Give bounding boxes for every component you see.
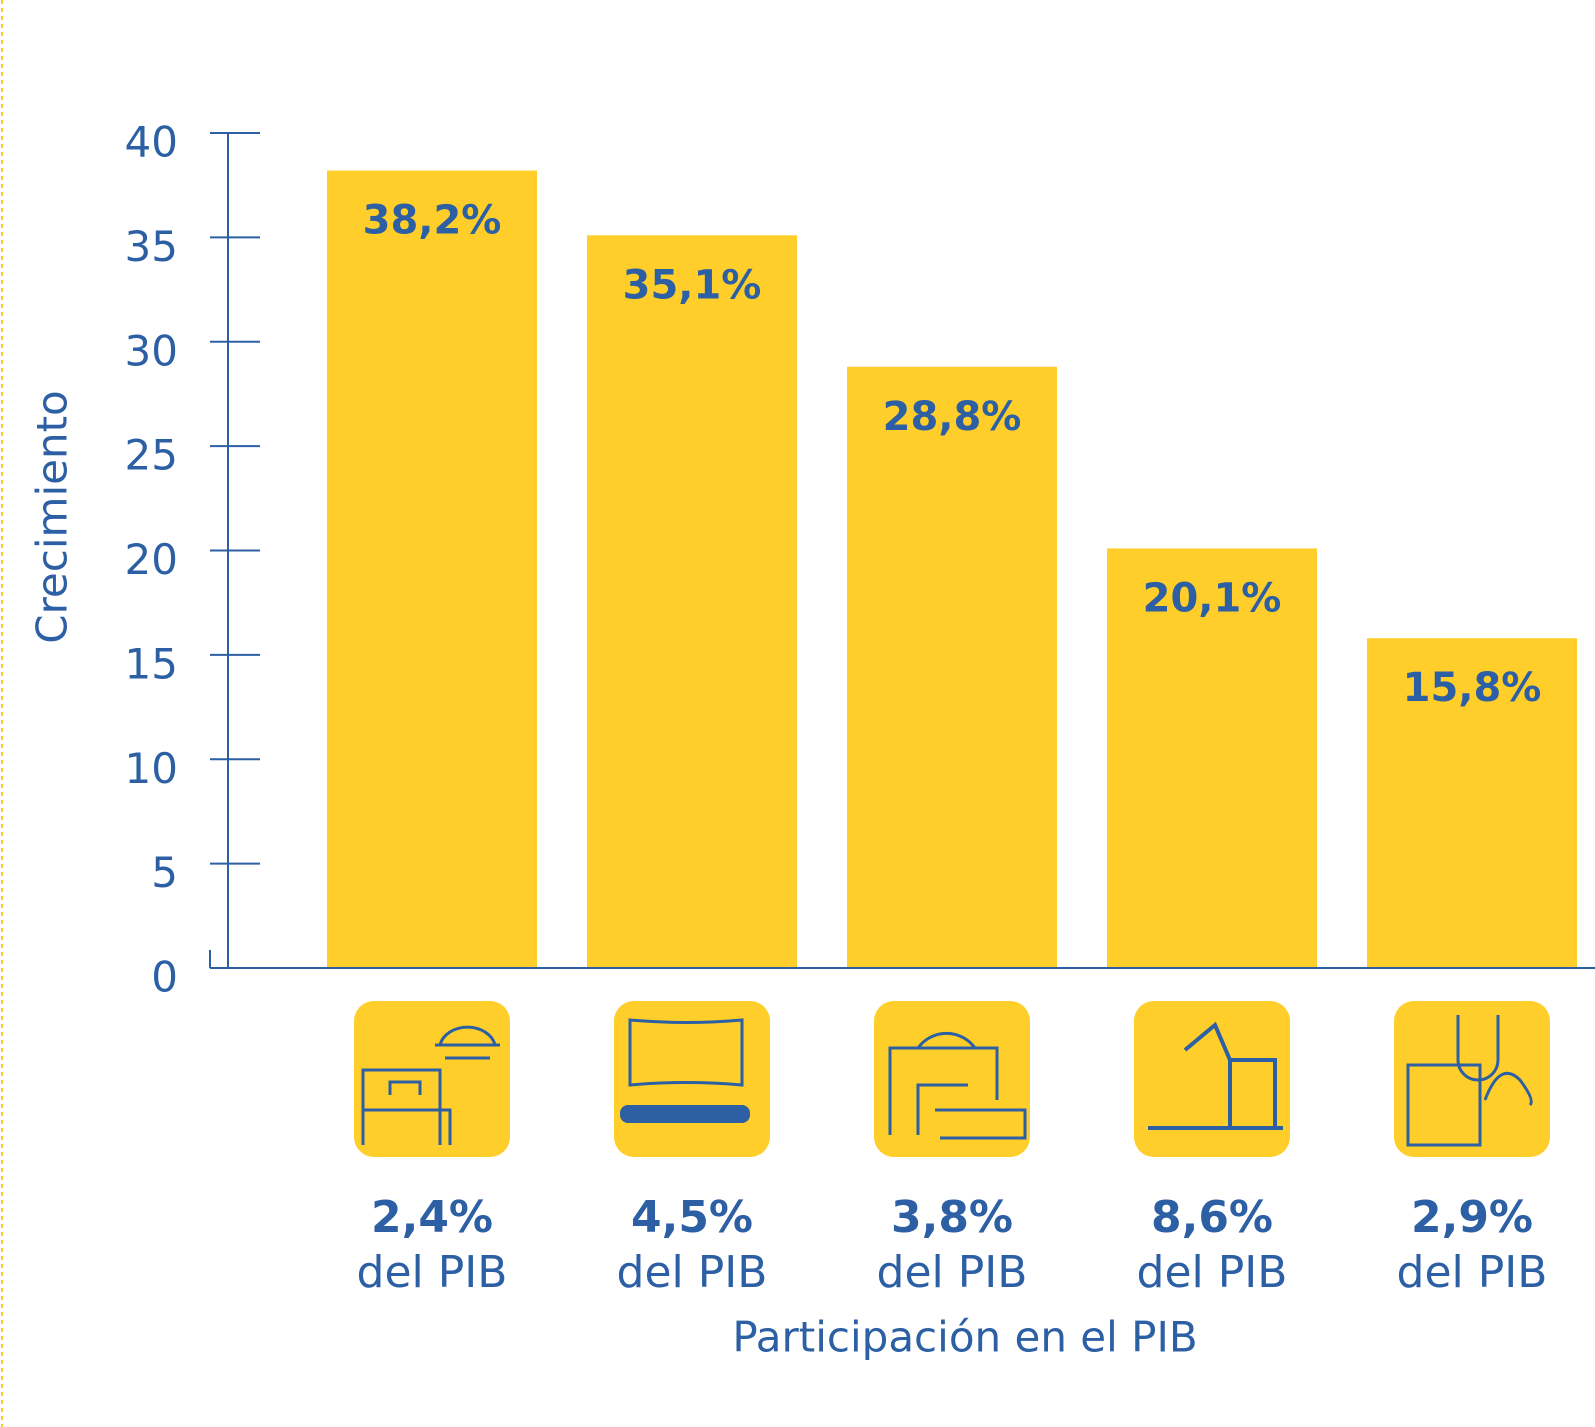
bar-value-label: 35,1% (623, 262, 762, 308)
icon-glyph (361, 1025, 500, 1145)
x-tick-label: 4,5% (631, 1192, 753, 1243)
x-tick-sublabel: del PIB (877, 1247, 1028, 1298)
icon-glyph (1406, 1015, 1533, 1147)
x-axis-title: Participación en el PIB (732, 1313, 1197, 1362)
category-icon (1134, 1001, 1290, 1157)
y-tick-label: 0 (151, 953, 178, 1002)
y-tick-label: 5 (151, 848, 178, 897)
x-tick-sublabel: del PIB (617, 1247, 768, 1298)
y-tick-label: 40 (125, 118, 178, 167)
icon-tile (874, 1001, 1030, 1157)
bar (1367, 638, 1577, 968)
icon-glyph (888, 1031, 1027, 1140)
icon-glyph (620, 1105, 750, 1123)
bar-value-label: 28,8% (883, 394, 1022, 440)
bar (847, 366, 1057, 968)
category-icon (874, 1001, 1030, 1157)
category-icon (614, 1001, 770, 1157)
bar (587, 235, 797, 969)
bar (327, 170, 537, 968)
x-tick-label: 2,4% (371, 1192, 493, 1243)
bar-value-label: 20,1% (1143, 575, 1282, 621)
bar-value-label: 15,8% (1403, 665, 1542, 711)
x-tick-sublabel: del PIB (1397, 1247, 1548, 1298)
category-icon (354, 1001, 510, 1157)
y-tick-label: 35 (125, 222, 178, 271)
x-tick-sublabel: del PIB (1137, 1247, 1288, 1298)
category-icon (1394, 1001, 1550, 1157)
x-tick-label: 3,8% (891, 1192, 1013, 1243)
x-tick-label: 8,6% (1151, 1192, 1273, 1243)
y-axis-title: Crecimiento (28, 390, 77, 643)
bar (1107, 548, 1317, 968)
icon-tile (354, 1001, 510, 1157)
y-tick-label: 30 (125, 326, 178, 375)
icon-glyph (1148, 1021, 1283, 1130)
y-tick-label: 25 (125, 431, 178, 480)
y-tick-label: 10 (125, 744, 178, 793)
icon-tile (1134, 1001, 1290, 1157)
x-tick-sublabel: del PIB (357, 1247, 508, 1298)
y-tick-label: 15 (125, 639, 178, 688)
icon-glyph (628, 1018, 744, 1087)
icon-tile (614, 1001, 770, 1157)
bar-value-label: 38,2% (363, 198, 502, 244)
y-tick-label: 20 (125, 535, 178, 584)
x-tick-label: 2,9% (1411, 1192, 1533, 1243)
